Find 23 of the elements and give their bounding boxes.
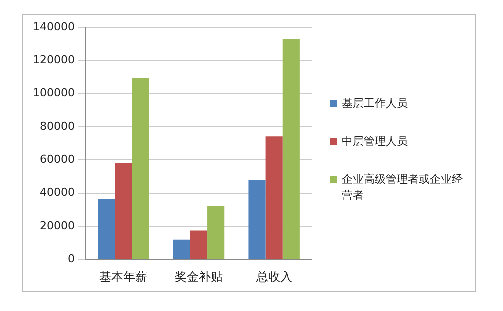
bar [115, 163, 132, 260]
legend-label: 中层管理人员 [342, 134, 408, 150]
y-tick-label: 60000 [40, 153, 75, 166]
bar [173, 240, 190, 260]
legend-label: 企业高级管理者或企业经营者 [342, 172, 464, 204]
x-tick-label: 总收入 [255, 270, 292, 284]
y-tick-label: 100000 [32, 86, 75, 100]
y-tick-label: 140000 [32, 20, 75, 34]
legend-label: 基层工作人员 [342, 96, 408, 112]
bar [282, 40, 300, 260]
bar [208, 206, 225, 260]
y-tick-label: 120000 [32, 54, 75, 67]
y-tick-label: 20000 [40, 219, 75, 232]
y-tick-label: 40000 [40, 186, 75, 200]
bar [98, 199, 116, 260]
bar [248, 180, 266, 260]
x-tick-label: 基本年薪 [100, 270, 148, 284]
bar [266, 136, 283, 260]
y-tick-label: 0 [68, 252, 75, 266]
bar [190, 230, 208, 260]
y-tick-label: 80000 [40, 120, 75, 133]
bar [132, 78, 150, 260]
x-tick-label: 奖金补贴 [174, 270, 223, 284]
